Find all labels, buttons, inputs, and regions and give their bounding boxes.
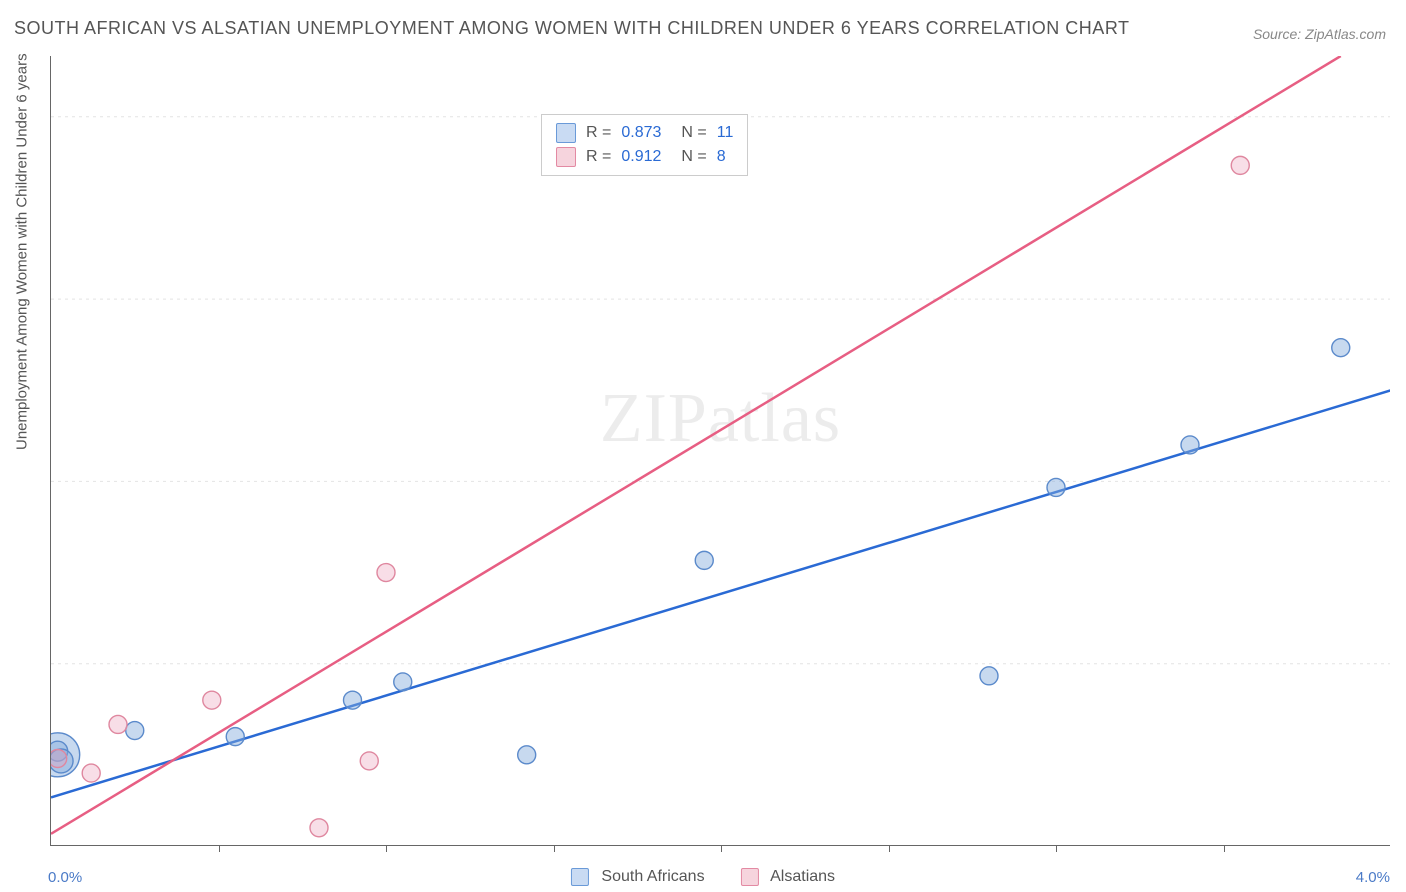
stats-row-south-africans: R = 0.873 N = 11 xyxy=(556,121,733,145)
r-label: R = xyxy=(586,148,611,166)
data-point-south-africans xyxy=(1047,478,1065,496)
data-point-south-africans xyxy=(980,667,998,685)
n-value: 8 xyxy=(717,148,726,166)
legend-swatch-south-africans xyxy=(571,868,589,886)
data-point-alsatians xyxy=(310,819,328,837)
data-point-alsatians xyxy=(203,691,221,709)
correlation-stats-box: R = 0.873 N = 11 R = 0.912 N = 8 xyxy=(541,114,748,176)
legend-item-south-africans: South Africans xyxy=(571,868,705,886)
data-point-south-africans xyxy=(226,728,244,746)
data-point-south-africans xyxy=(394,673,412,691)
legend-label: Alsatians xyxy=(770,868,835,885)
x-axis-end-label: 4.0% xyxy=(1356,869,1390,886)
data-point-alsatians xyxy=(109,715,127,733)
r-value: 0.912 xyxy=(621,148,661,166)
data-point-south-africans xyxy=(518,746,536,764)
data-point-alsatians xyxy=(377,564,395,582)
n-value: 11 xyxy=(717,124,734,142)
bottom-legend: South Africans Alsatians xyxy=(571,868,835,886)
data-point-alsatians xyxy=(360,752,378,770)
x-tick xyxy=(219,845,220,852)
stats-row-alsatians: R = 0.912 N = 8 xyxy=(556,145,733,169)
n-label: N = xyxy=(681,148,706,166)
data-point-south-africans xyxy=(1332,339,1350,357)
x-tick xyxy=(1056,845,1057,852)
data-point-south-africans xyxy=(1181,436,1199,454)
y-axis-label: Unemployment Among Women with Children U… xyxy=(14,53,31,450)
r-label: R = xyxy=(586,124,611,142)
x-tick xyxy=(554,845,555,852)
legend-swatch-alsatians xyxy=(741,868,759,886)
swatch-south-africans xyxy=(556,123,576,143)
data-point-alsatians xyxy=(82,764,100,782)
data-point-south-africans xyxy=(126,722,144,740)
plot-area: R = 0.873 N = 11 R = 0.912 N = 8 ZIPatla… xyxy=(50,56,1390,846)
source-attribution: Source: ZipAtlas.com xyxy=(1253,26,1386,42)
chart-title: SOUTH AFRICAN VS ALSATIAN UNEMPLOYMENT A… xyxy=(14,18,1129,39)
n-label: N = xyxy=(681,124,706,142)
x-tick xyxy=(889,845,890,852)
data-point-alsatians xyxy=(51,749,67,767)
x-axis-origin-label: 0.0% xyxy=(48,869,82,886)
x-tick xyxy=(1224,845,1225,852)
r-value: 0.873 xyxy=(621,124,661,142)
x-tick xyxy=(721,845,722,852)
swatch-alsatians xyxy=(556,147,576,167)
data-point-south-africans xyxy=(695,551,713,569)
legend-item-alsatians: Alsatians xyxy=(741,868,835,886)
x-tick xyxy=(386,845,387,852)
data-point-south-africans xyxy=(344,691,362,709)
legend-label: South Africans xyxy=(601,868,704,885)
data-point-alsatians xyxy=(1231,156,1249,174)
